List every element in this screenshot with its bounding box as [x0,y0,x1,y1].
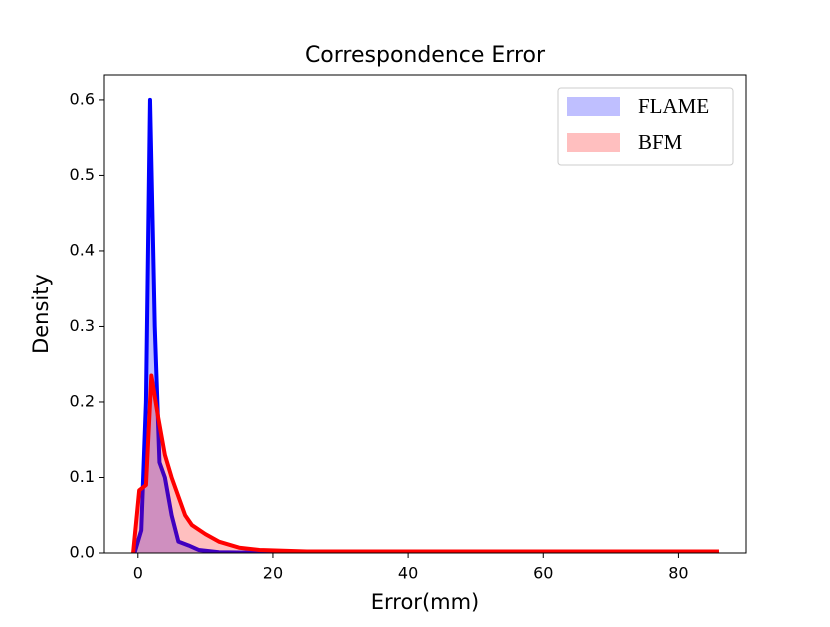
x-tick-label: 0 [133,564,143,583]
chart-title: Correspondence Error [305,43,546,68]
legend-label: BFM [638,130,683,154]
x-tick-label: 20 [263,564,283,583]
y-tick-label: 0.2 [70,391,95,410]
x-axis-label: Error(mm) [371,590,480,614]
y-tick-label: 0.0 [70,543,95,562]
y-tick-label: 0.6 [70,89,95,108]
density-line [132,97,719,553]
y-tick-label: 0.1 [70,467,95,486]
legend-swatch [567,133,620,152]
y-axis-label: Density [29,274,53,354]
x-tick-label: 60 [533,564,553,583]
y-tick-label: 0.4 [70,240,95,259]
plot-frame [103,74,747,554]
density-line [131,373,719,553]
x-tick-label: 40 [398,564,418,583]
area-fill [134,99,719,553]
x-tick-label: 80 [668,564,688,583]
y-tick-label: 0.5 [70,165,95,184]
legend-label: FLAME [638,94,709,118]
legend-box [557,87,734,166]
legend-swatch [567,97,620,116]
y-tick-label: 0.3 [70,316,95,335]
area-fill [133,375,719,553]
